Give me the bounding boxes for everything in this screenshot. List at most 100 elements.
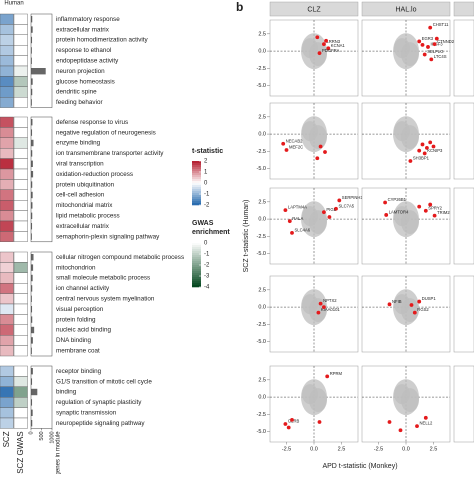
term-label: regulation of synaptic plasticity: [56, 399, 142, 406]
colorbar-step: [192, 179, 201, 182]
term-label: oxidation-reduction process: [56, 171, 133, 178]
heat-cell: [13, 147, 28, 159]
background-cloud: [302, 294, 318, 315]
heat-cell: [13, 55, 28, 67]
term-label: small molecule metabolic process: [56, 275, 150, 282]
bar: [31, 233, 32, 240]
colorbar-step: [192, 253, 201, 256]
background-cloud: [302, 384, 318, 405]
term-label: semaphorin-plexin signaling pathway: [56, 233, 160, 240]
heat-cell: [13, 231, 28, 242]
colorbar-step: [192, 203, 201, 206]
heat-cell: [0, 376, 14, 387]
background-cloud: [302, 38, 318, 59]
term-label: mitochondrion: [56, 264, 96, 271]
colorbar-step: [192, 243, 201, 246]
heat-cell: [13, 96, 28, 108]
colorbar-step: [192, 163, 201, 166]
colorbar-label: -3: [204, 274, 210, 280]
gene-point: [326, 46, 331, 51]
gene-point: [315, 35, 320, 40]
y-tick-label: -5.0: [257, 166, 266, 172]
colorbar-label: 1: [204, 170, 208, 176]
bar: [31, 285, 33, 292]
gene-label: LAMTOR4: [389, 210, 409, 215]
heat-cell: [0, 158, 14, 170]
gene-point: [422, 52, 427, 57]
colorbar-step: [192, 175, 201, 178]
heat-cell: [13, 324, 28, 336]
heat-cell: [0, 365, 14, 377]
term-label: enzyme binding: [56, 140, 101, 147]
term-label: neuron projection: [56, 68, 105, 75]
colorbar-step: [192, 265, 201, 268]
heat-cell: [13, 189, 28, 201]
gene-point: [417, 148, 422, 153]
bar-frame: [30, 116, 53, 243]
gene-point: [317, 51, 322, 56]
bar: [31, 99, 32, 106]
colorbar-step: [192, 193, 201, 196]
heat-cell: [0, 231, 14, 242]
colorbar-step: [192, 273, 201, 276]
heat-cell: [13, 137, 28, 149]
term-label: ion channel activity: [56, 285, 110, 292]
gene-label: GLRB: [288, 419, 300, 424]
colorbar-step: [192, 255, 201, 258]
panel-frame: [453, 19, 474, 97]
gene-point: [287, 219, 292, 224]
term-label: central nervous system myelination: [56, 295, 155, 302]
term-label: synaptic transmission: [56, 409, 117, 416]
gene-label: LTC4S: [434, 54, 447, 59]
colorbar-label: -2: [204, 203, 210, 209]
bar: [31, 347, 32, 354]
x-axis-label: APD t-statistic (Monkey): [322, 463, 397, 470]
background-cloud: [394, 121, 410, 142]
term-label: glucose homeostasis: [56, 78, 115, 85]
heat-cell: [0, 199, 14, 211]
y-tick-label: -5.0: [257, 339, 266, 345]
gene-point: [431, 144, 436, 149]
y-axis-label: SCZ t-statistic (Human): [243, 200, 250, 273]
term-label: nucleic acid binding: [56, 327, 111, 334]
colorbar-step: [192, 173, 201, 176]
colorbar-step: [192, 247, 201, 250]
heat-cell: [0, 210, 14, 222]
term-label: extracellular matrix: [56, 26, 110, 33]
heat-cell: [13, 45, 28, 56]
gene-point: [434, 36, 439, 41]
heat-cell: [13, 158, 28, 170]
gene-label: PIGL: [326, 207, 336, 212]
heat-cell: [0, 272, 14, 284]
y-tick-label: 2.5: [258, 287, 266, 293]
gene-point: [318, 301, 323, 306]
term-label: cell-cell adhesion: [56, 192, 105, 199]
bar: [31, 316, 33, 323]
heat-cell: [13, 314, 28, 325]
bar: [31, 306, 33, 313]
y-tick-label: -2.5: [257, 234, 266, 240]
heat-cell: [13, 210, 28, 222]
colorbar-step: [192, 245, 201, 248]
heat-cell: [0, 86, 14, 98]
gene-label: SH3BP1: [413, 156, 430, 161]
bar: [31, 47, 32, 54]
column-label: SCZ GWAS: [16, 431, 25, 473]
heat-cell: [13, 116, 28, 128]
gene-point: [316, 310, 321, 315]
colorbar-step: [192, 183, 201, 186]
y-tick-label: 2.5: [258, 114, 266, 120]
gene-label: DUSP1: [422, 296, 437, 301]
colorbar-step: [192, 279, 201, 282]
column-label: SCZ: [2, 431, 11, 447]
gene-point: [284, 148, 289, 152]
y-tick-label: 2.5: [258, 31, 266, 37]
heat-cell: [0, 127, 14, 139]
term-label: mitochondrial matrix: [56, 202, 113, 209]
heat-cell: [13, 365, 28, 377]
legend-title: GWAS: [192, 220, 214, 227]
gene-point: [415, 424, 419, 429]
bar: [31, 264, 34, 271]
term-label: ion transmembrane transporter activity: [56, 150, 164, 157]
gene-label: NFIB: [392, 299, 402, 304]
